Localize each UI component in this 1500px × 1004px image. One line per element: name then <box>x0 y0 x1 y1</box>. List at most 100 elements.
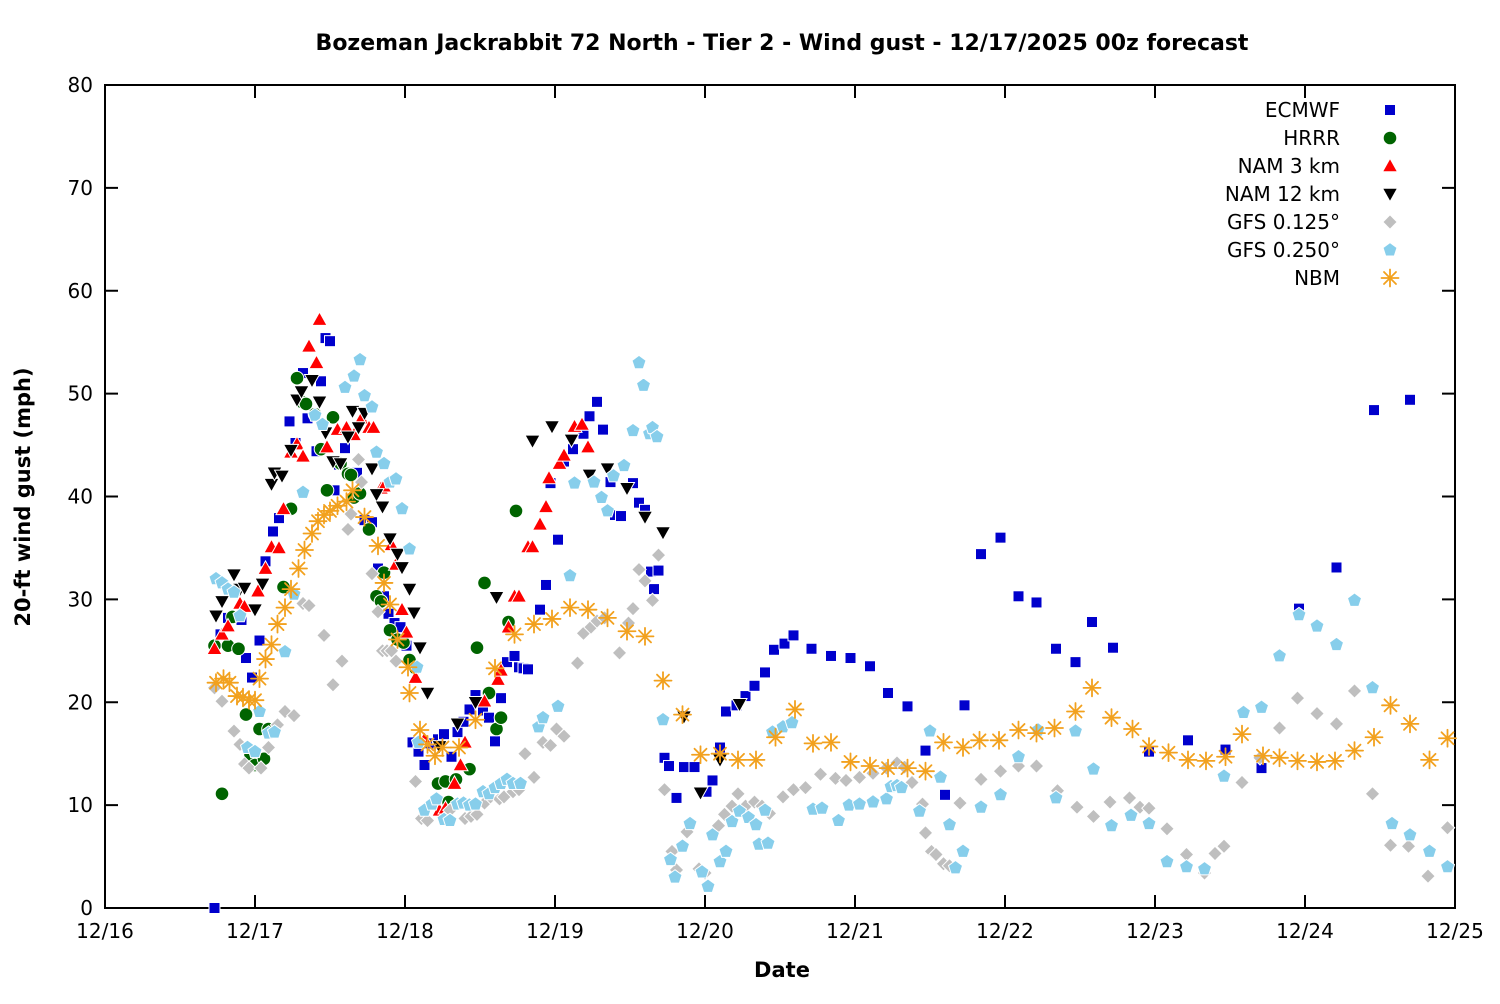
point-nam-3-km <box>500 618 517 634</box>
point-ecmwf <box>591 395 603 408</box>
point-gfs-0-250 <box>232 607 248 623</box>
point-gfs-0-125 <box>1328 715 1345 732</box>
point-nbm <box>1139 737 1159 756</box>
point-ecmwf <box>208 902 221 914</box>
point-gfs-0-125 <box>517 745 533 762</box>
point-nbm <box>220 673 239 693</box>
point-ecmwf <box>522 663 534 676</box>
point-gfs-0-250 <box>388 470 404 486</box>
point-gfs-0-250 <box>251 703 268 718</box>
point-gfs-0-250 <box>1196 860 1213 876</box>
point-nam-12-km <box>293 385 310 401</box>
point-ecmwf <box>615 510 627 523</box>
x-tick-label: 12/25 <box>1426 919 1484 943</box>
point-nam-12-km <box>393 561 411 577</box>
series-nbm <box>206 480 1457 781</box>
point-nbm <box>598 608 617 628</box>
point-ecmwf <box>583 410 596 423</box>
point-gfs-0-250 <box>1421 843 1438 858</box>
point-gfs-0-125 <box>286 707 302 724</box>
point-gfs-0-125 <box>1289 690 1306 707</box>
point-nbm <box>1438 728 1457 748</box>
point-gfs-0-250 <box>1216 768 1232 783</box>
point-gfs-0-125 <box>1400 838 1417 855</box>
point-gfs-0-125 <box>370 603 386 620</box>
y-tick-label: 80 <box>68 73 93 97</box>
point-nbm <box>953 738 973 757</box>
point-gfs-0-250 <box>700 878 716 893</box>
point-gfs-0-250 <box>1048 789 1064 805</box>
point-gfs-0-125 <box>1085 808 1102 825</box>
point-gfs-0-250 <box>1384 815 1400 831</box>
point-gfs-0-125 <box>1439 819 1456 836</box>
point-nam-12-km <box>381 532 399 548</box>
point-nam-3-km <box>257 559 274 575</box>
legend: ECMWF HRRR NAM 3 km NAM 12 km GFS 0.125° GFS … <box>1225 98 1400 290</box>
point-gfs-0-250 <box>1439 858 1456 874</box>
point-nam-12-km <box>563 433 580 449</box>
point-ecmwf <box>418 759 431 772</box>
point-ecmwf <box>552 533 564 546</box>
point-nbm <box>1420 750 1439 770</box>
point-nbm <box>1325 751 1345 771</box>
point-gfs-0-250 <box>593 489 610 504</box>
point-gfs-0-250 <box>625 422 641 438</box>
point-gfs-0-250 <box>1123 807 1139 822</box>
point-nbm <box>1066 702 1085 721</box>
point-nbm <box>1288 751 1307 771</box>
point-nbm <box>766 727 785 747</box>
point-gfs-0-250 <box>911 803 928 818</box>
point-ecmwf <box>678 761 690 774</box>
point-gfs-0-125 <box>812 766 829 783</box>
point-nbm <box>295 540 314 560</box>
point-nbm <box>728 750 748 770</box>
point-gfs-0-250 <box>1141 815 1157 831</box>
point-nam-3-km <box>294 447 312 463</box>
point-nbm <box>433 738 452 757</box>
point-gfs-0-250 <box>955 843 971 858</box>
point-ecmwf <box>663 760 675 773</box>
point-nbm <box>343 480 362 500</box>
point-gfs-0-250 <box>784 714 800 730</box>
point-gfs-0-250 <box>649 428 665 444</box>
point-ecmwf <box>1404 393 1416 406</box>
point-gfs-0-250 <box>704 826 721 842</box>
point-nbm <box>1102 708 1121 728</box>
legend-marker-gfs-0-250 <box>1382 241 1398 257</box>
point-ecmwf <box>1107 641 1119 654</box>
point-gfs-0-250 <box>586 474 602 489</box>
x-tick-label: 12/21 <box>826 919 884 943</box>
point-nbm <box>803 734 823 753</box>
point-gfs-0-125 <box>1234 774 1250 791</box>
point-gfs-0-250 <box>599 502 616 518</box>
legend-entry-nam-12-km: NAM 12 km <box>1225 182 1399 206</box>
legend-label-nam-12-km: NAM 12 km <box>1225 182 1340 206</box>
legend-label-nbm: NBM <box>1294 266 1340 290</box>
legend-entry-gfs-0-250: GFS 0.250° <box>1227 238 1398 262</box>
point-ecmwf <box>648 583 660 596</box>
point-nbm <box>250 669 269 688</box>
point-nbm <box>505 624 524 644</box>
point-gfs-0-125 <box>1420 868 1436 885</box>
point-nbm <box>410 720 430 740</box>
point-gfs-0-250 <box>428 790 445 806</box>
point-nam-12-km <box>236 581 253 597</box>
point-gfs-0-125 <box>343 506 359 522</box>
point-gfs-0-250 <box>1364 679 1381 695</box>
point-gfs-0-125 <box>797 779 814 796</box>
point-gfs-0-125 <box>350 451 367 468</box>
point-ecmwf <box>919 744 932 757</box>
point-nbm <box>302 524 322 543</box>
point-gfs-0-125 <box>637 572 653 589</box>
point-nbm <box>268 614 287 634</box>
point-gfs-0-125 <box>928 846 944 863</box>
point-gfs-0-125 <box>1346 683 1363 699</box>
point-gfs-0-125 <box>656 781 673 798</box>
point-gfs-0-125 <box>325 676 341 693</box>
point-nbm <box>1196 751 1216 771</box>
point-gfs-0-250 <box>748 816 764 832</box>
point-nam-12-km <box>282 443 300 459</box>
point-nam-12-km <box>254 577 271 593</box>
point-nbm <box>898 758 917 778</box>
point-gfs-0-250 <box>694 863 710 879</box>
